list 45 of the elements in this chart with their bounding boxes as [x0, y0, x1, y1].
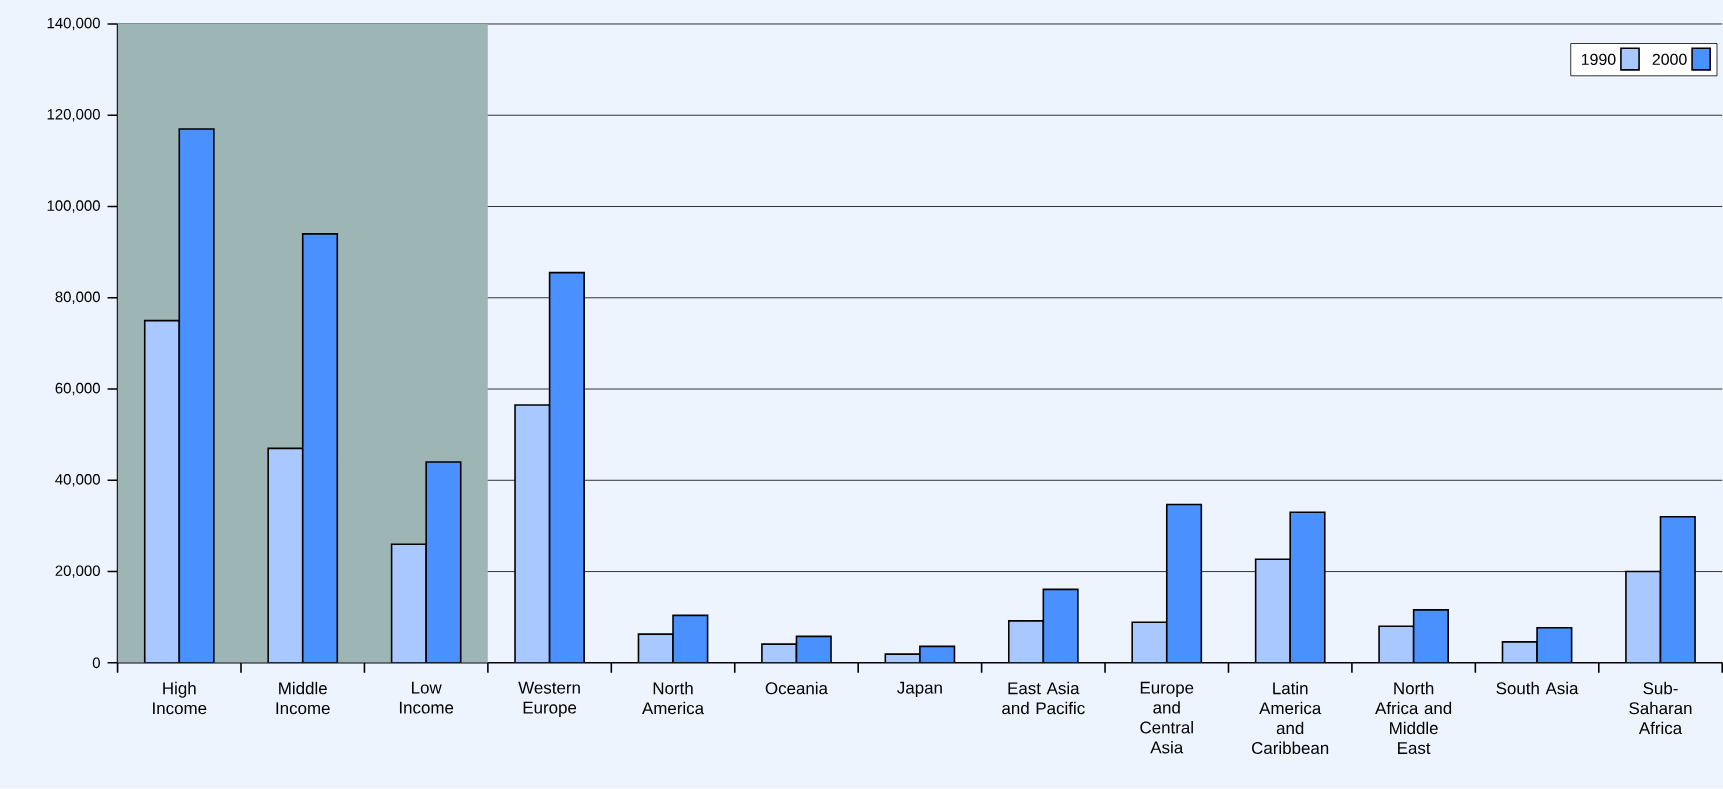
- bar: [1043, 589, 1078, 663]
- y-tick-label: 40,000: [55, 474, 100, 487]
- bar: [796, 636, 832, 663]
- x-tick-label: High Income: [153, 681, 207, 715]
- y-tick-label: 60,000: [55, 382, 100, 396]
- bar: [1379, 626, 1414, 663]
- bar: [549, 272, 585, 663]
- bar: [673, 615, 708, 663]
- bar: [179, 129, 214, 663]
- bar: [638, 634, 674, 663]
- bar: [391, 544, 427, 663]
- x-tick-label: North Africa and Middle East: [1375, 681, 1452, 755]
- x-tick-label: Western Europe: [518, 681, 580, 718]
- bar: [302, 233, 338, 663]
- bar: [1008, 620, 1044, 663]
- x-tick-label: Latin America and Caribbean: [1252, 681, 1329, 755]
- y-tick-label: 120,000: [47, 109, 100, 122]
- x-tick-label: Japan: [897, 681, 942, 698]
- legend-label: 2000: [1652, 53, 1687, 66]
- bar: [1132, 622, 1167, 663]
- bar: [1625, 570, 1662, 663]
- bar: [268, 448, 303, 663]
- y-tick-label: 0: [92, 657, 100, 669]
- x-tick-label: Europe and Central Asia: [1140, 681, 1194, 754]
- x-tick-label: Oceania: [765, 681, 828, 695]
- bar: [1537, 627, 1572, 663]
- x-tick-label: South Asia: [1496, 681, 1579, 695]
- bar: [515, 405, 550, 663]
- y-tick-label: 80,000: [55, 291, 100, 305]
- bar: [1413, 609, 1449, 663]
- bar: [426, 462, 461, 663]
- bar: [144, 320, 180, 663]
- legend-label: 1990: [1581, 53, 1616, 66]
- x-tick-label: Middle Income: [276, 681, 330, 715]
- bar: [1255, 559, 1291, 663]
- y-tick-label: 20,000: [55, 565, 100, 578]
- x-tick-label: North America: [642, 681, 705, 715]
- bar: [1166, 504, 1202, 663]
- y-tick-label: 140,000: [47, 17, 100, 31]
- bar: [1290, 512, 1325, 663]
- x-tick-label: East Asia and Pacific: [1002, 681, 1085, 715]
- x-tick-label: Sub-Saharan Africa: [1629, 681, 1692, 735]
- x-tick-label: Low Income: [399, 681, 454, 714]
- y-tick-label: 100,000: [47, 200, 100, 213]
- bar: [1659, 516, 1696, 663]
